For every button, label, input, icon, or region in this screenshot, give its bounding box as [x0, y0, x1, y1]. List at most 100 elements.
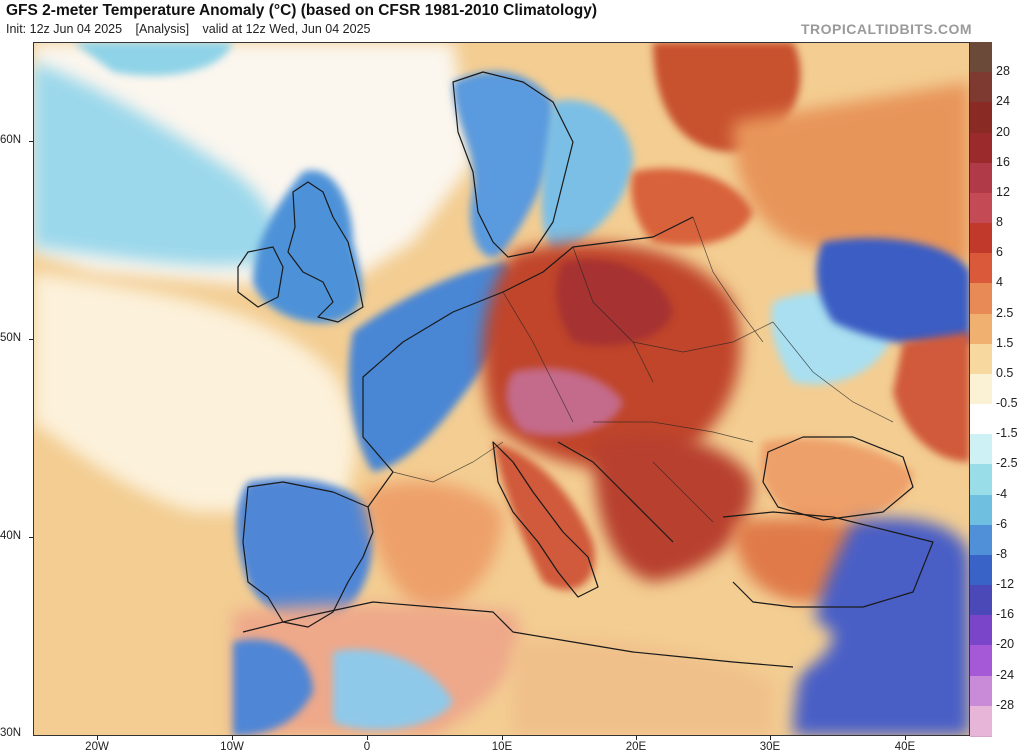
legend-swatch	[970, 615, 992, 647]
legend-swatch	[970, 72, 992, 104]
temperature-anomaly-map	[33, 42, 970, 736]
valid-time: valid at 12z Wed, Jun 04 2025	[202, 22, 371, 36]
border-h	[392, 441, 504, 483]
map-title: GFS 2-meter Temperature Anomaly (°C) (ba…	[6, 2, 598, 19]
legend-swatch	[970, 283, 992, 315]
legend-swatch	[970, 705, 992, 737]
analysis-tag: [Analysis]	[135, 22, 190, 36]
border-d	[593, 421, 754, 443]
baltic-warm	[631, 168, 753, 246]
legend-swatch	[970, 102, 992, 134]
legend-label: 1.5	[996, 335, 1014, 350]
legend-swatch	[970, 494, 992, 526]
legend-label: 24	[996, 94, 1010, 109]
border-g	[772, 321, 894, 423]
norway-cold-anomaly	[453, 71, 555, 258]
legend-label: -12	[996, 577, 1015, 592]
legend-swatch	[970, 434, 992, 466]
ireland-coastline	[237, 246, 284, 308]
lon-tick-10e	[502, 736, 503, 740]
europe-coastline	[362, 216, 694, 508]
iberia-coastline	[242, 481, 374, 628]
lon-label-10e: 10E	[491, 741, 513, 753]
legend-label: -24	[996, 667, 1015, 682]
legend-label: 4	[996, 275, 1003, 290]
legend-label: 6	[996, 245, 1003, 260]
legend-swatch	[970, 585, 992, 617]
border-c	[632, 321, 774, 353]
caspian-warm	[893, 332, 970, 462]
lon-tick-10w	[232, 736, 233, 740]
color-legend: 28 24 20 16 12 8 6 4 2.5 1.5 0.5 -0.5 -1.5 -2.5 -4 -6 -8…	[970, 42, 1024, 737]
lon-tick-20e	[636, 736, 637, 740]
border-a	[502, 291, 574, 423]
turkey-coastline	[722, 511, 934, 608]
france-cold-band	[349, 262, 516, 472]
legend-swatch	[970, 253, 992, 285]
legend-label: -0.5	[996, 396, 1018, 411]
legend-swatch	[970, 343, 992, 375]
legend-label: -4	[996, 486, 1008, 501]
border-e	[652, 461, 714, 523]
algeria-cold-patch	[333, 649, 453, 730]
legend-swatch	[970, 132, 992, 164]
lon-tick-0	[367, 736, 368, 740]
west-med-warm	[363, 481, 503, 612]
border-f	[692, 216, 764, 343]
legend-label: -2.5	[996, 456, 1018, 471]
legend-label: 8	[996, 215, 1003, 230]
legend-label: 2.5	[996, 305, 1014, 320]
legend-swatch	[970, 524, 992, 556]
border-b	[572, 246, 654, 383]
brand-watermark: TROPICALTIDBITS.COM	[800, 21, 972, 37]
legend-label: 20	[996, 124, 1010, 139]
black-sea-coastline	[762, 436, 914, 521]
lon-tick-30e	[770, 736, 771, 740]
russia-deep-cold	[816, 238, 970, 346]
lat-tick-40n	[29, 537, 33, 538]
egypt-libya-warm	[513, 639, 773, 736]
near-zero-ocean-field	[33, 272, 356, 512]
legend-label: -1.5	[996, 426, 1018, 441]
legend-swatch	[970, 404, 992, 436]
lon-label-20e: 20E	[625, 741, 647, 753]
lat-label-50n: 50N	[0, 332, 22, 344]
map-frame	[33, 42, 970, 736]
lon-label-10w: 10W	[220, 741, 244, 753]
legend-label: -28	[996, 697, 1015, 712]
italy-coastline	[492, 441, 599, 598]
lon-label-20w: 20W	[85, 741, 109, 753]
legend-label: -6	[996, 516, 1008, 531]
legend-swatch	[970, 554, 992, 587]
map-subtitle: Init: 12z Jun 04 2025 [Analysis] valid a…	[6, 22, 380, 36]
adriatic-coastline	[557, 441, 674, 543]
scandinavia-coastline	[452, 71, 574, 258]
lon-tick-40e	[905, 736, 906, 740]
coastlines	[237, 71, 934, 668]
lat-tick-50n	[29, 339, 33, 340]
legend-swatch	[970, 223, 992, 255]
lat-label-60n: 60N	[0, 134, 22, 146]
lat-label-30n: 30N	[0, 727, 22, 739]
balkans-hot	[593, 434, 753, 582]
legend-swatch	[970, 675, 992, 707]
africa-coastline	[242, 601, 794, 668]
legend-label: -8	[996, 546, 1008, 561]
middle-east-cold	[793, 518, 970, 736]
cold-north-atlantic	[33, 62, 278, 266]
legend-label: 0.5	[996, 365, 1014, 380]
legend-swatch	[970, 313, 992, 345]
lon-label-30e: 30E	[759, 741, 781, 753]
init-time: Init: 12z Jun 04 2025	[6, 22, 123, 36]
alps-purple-core	[506, 368, 623, 436]
legend-label: -20	[996, 637, 1015, 652]
black-sea-warm	[760, 438, 913, 522]
lat-label-40n: 40N	[0, 530, 22, 542]
country-borders	[392, 216, 894, 523]
lon-label-0: 0	[363, 741, 371, 753]
legend-swatch	[970, 162, 992, 194]
legend-swatch	[970, 373, 992, 406]
cold-greenland-sea	[73, 42, 233, 76]
italy-warm	[493, 442, 595, 590]
morocco-cold	[233, 639, 313, 736]
